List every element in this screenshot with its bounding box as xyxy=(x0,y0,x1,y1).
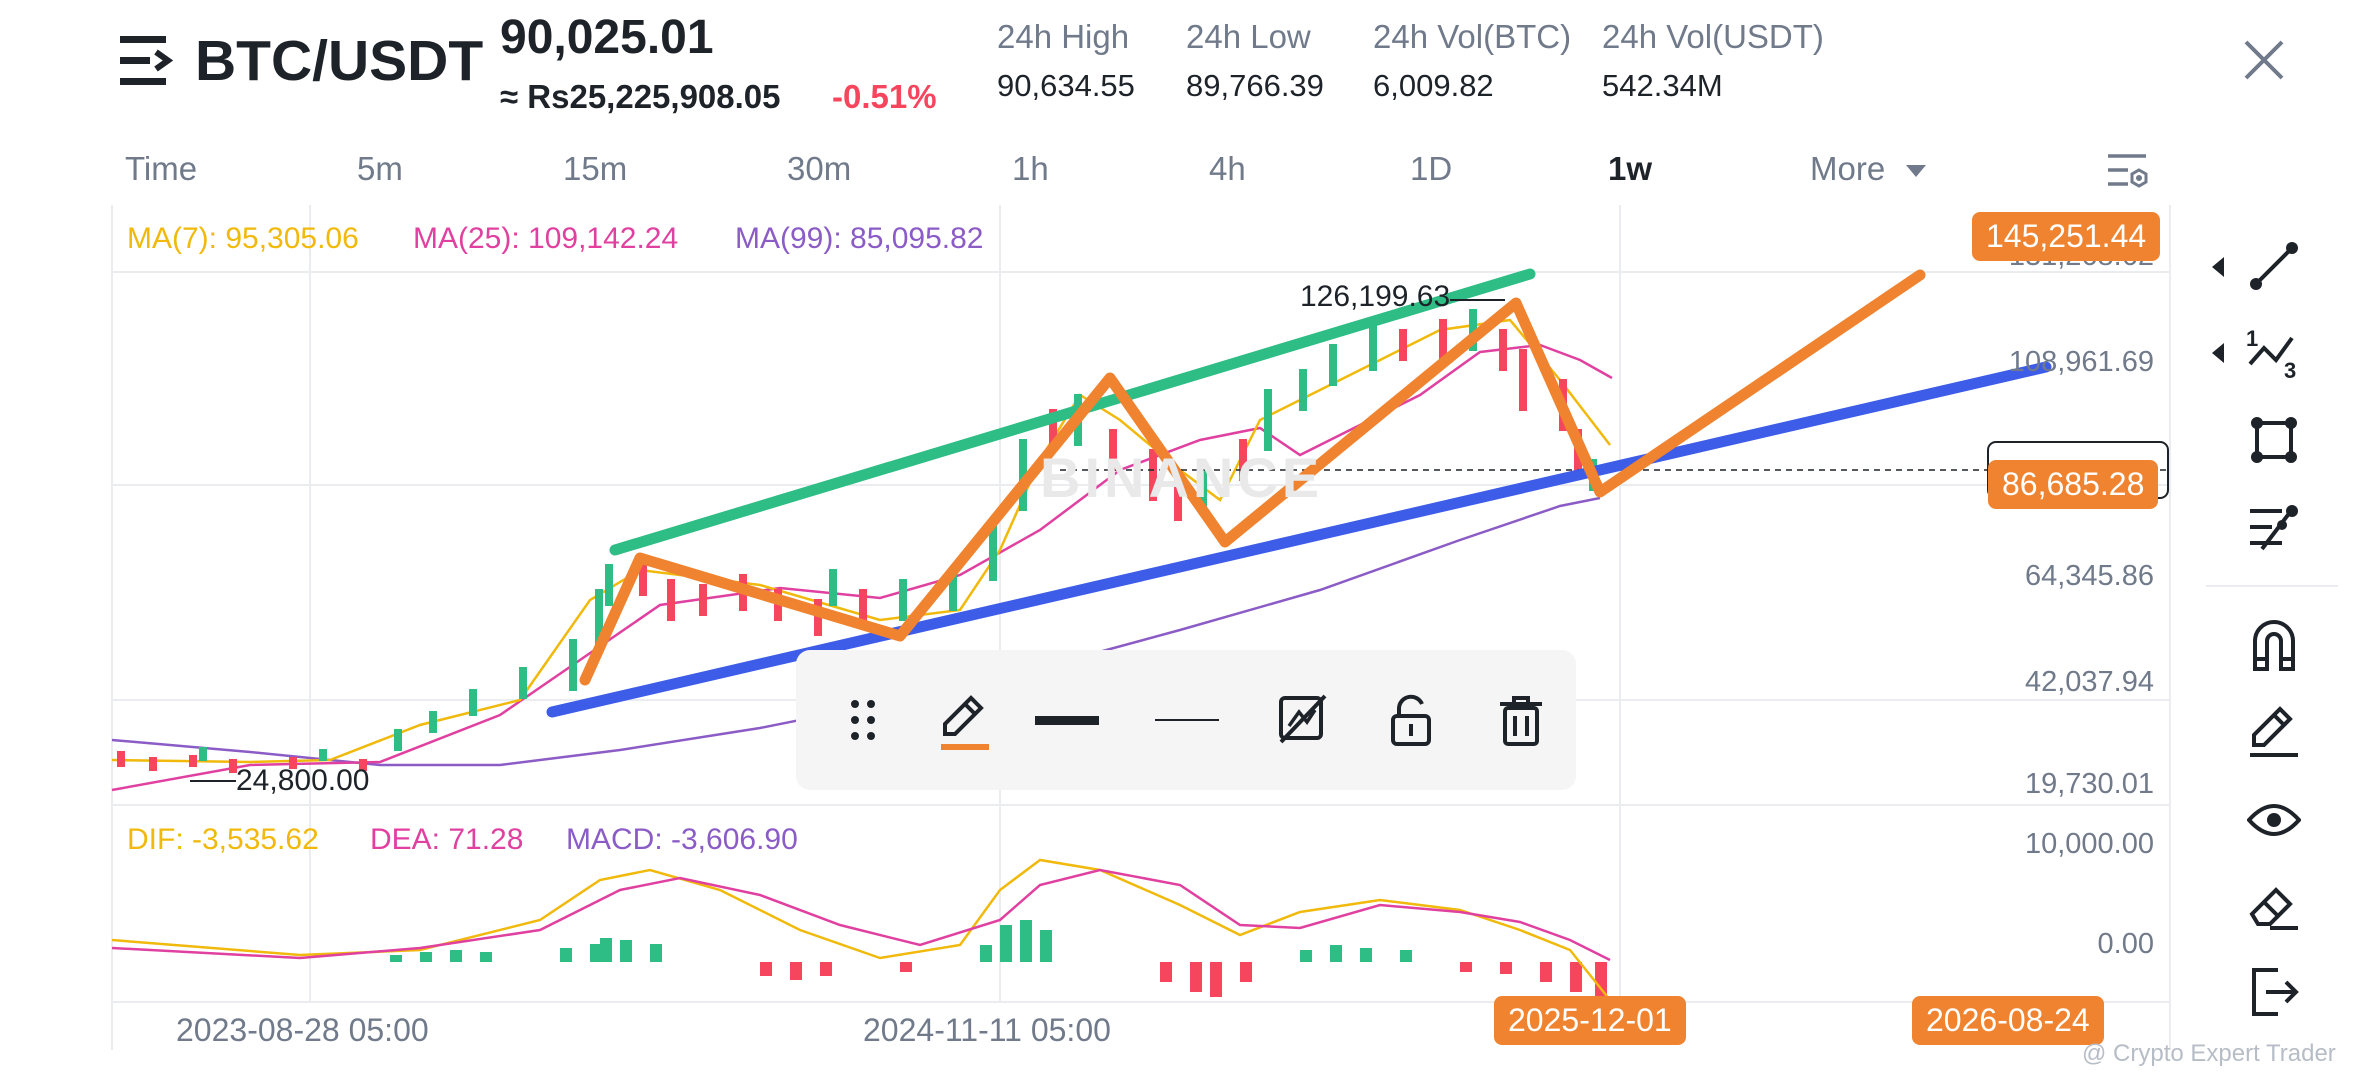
dif-legend: DIF: -3,535.62 xyxy=(127,823,319,856)
low-annotation: 24,800.00 xyxy=(236,764,370,797)
line-style-icon[interactable] xyxy=(1142,650,1232,790)
eye-icon[interactable] xyxy=(2244,790,2304,850)
unlock-icon[interactable] xyxy=(1366,650,1456,790)
macd-legend: MACD: -3,606.90 xyxy=(566,823,798,856)
expand-arrow-icon[interactable] xyxy=(2212,343,2224,363)
stat-value-high: 90,634.55 xyxy=(997,68,1135,103)
fibonacci-tool-icon[interactable] xyxy=(2244,498,2304,558)
magnet-icon[interactable] xyxy=(2244,614,2304,674)
close-icon[interactable] xyxy=(2244,40,2284,80)
tab-5m[interactable]: 5m xyxy=(357,150,403,187)
menu-icon[interactable] xyxy=(120,36,174,86)
tab-1w[interactable]: 1w xyxy=(1608,150,1653,187)
date-tag-cursor: 2025-12-01 xyxy=(1494,996,1686,1045)
trend-line-tool-icon[interactable] xyxy=(2244,236,2304,296)
date-label-2: 2024-11-11 05:00 xyxy=(863,1012,1111,1048)
ma99-legend: MA(99): 85,095.82 xyxy=(735,222,984,255)
fiat-price: ≈ Rs25,225,908.05 xyxy=(500,78,781,115)
macd-dea-line xyxy=(111,868,1611,962)
tab-1h[interactable]: 1h xyxy=(1012,150,1049,187)
date-tag-future: 2026-08-24 xyxy=(1912,996,2104,1045)
trash-icon[interactable] xyxy=(1476,650,1566,790)
price-axis-label-4: 42,037.94 xyxy=(2024,666,2154,698)
chart-settings-icon[interactable] xyxy=(2106,150,2150,194)
price-change: -0.51% xyxy=(832,78,937,115)
stat-label-vol-btc: 24h Vol(BTC) xyxy=(1373,18,1572,55)
tab-1d[interactable]: 1D xyxy=(1410,150,1453,187)
tab-4h[interactable]: 4h xyxy=(1209,150,1246,187)
palette-divider xyxy=(2206,585,2338,587)
zigzag-pattern xyxy=(579,269,1926,686)
drawing-toolbar xyxy=(796,650,1576,790)
stat-label-low: 24h Low xyxy=(1186,18,1311,55)
dea-legend: DEA: 71.28 xyxy=(370,823,524,856)
macd-axis-label-1: 10,000.00 xyxy=(2024,828,2154,860)
price-axis-label-2: 108,961.69 xyxy=(2008,346,2154,378)
eraser-icon[interactable] xyxy=(2244,876,2304,936)
tab-more[interactable]: More xyxy=(1810,150,1886,187)
hide-drawing-icon[interactable] xyxy=(1258,650,1348,790)
svg-text:1: 1 xyxy=(2246,326,2258,351)
stat-label-vol-usdt: 24h Vol(USDT) xyxy=(1602,18,1824,55)
chevron-down-icon[interactable] xyxy=(1906,165,1926,179)
date-label-1: 2023-08-28 05:00 xyxy=(176,1012,429,1048)
macd-histogram xyxy=(390,920,1607,1002)
ma25-line xyxy=(111,343,1613,792)
stat-label-high: 24h High xyxy=(997,18,1130,55)
tab-time[interactable]: Time xyxy=(125,150,198,187)
ma7-legend: MA(7): 95,305.06 xyxy=(127,222,359,255)
wave-pattern-tool-icon[interactable]: 1 3 xyxy=(2244,322,2304,382)
stat-value-low: 89,766.39 xyxy=(1186,68,1324,103)
channel-top-line xyxy=(609,268,1536,556)
svg-text:3: 3 xyxy=(2284,358,2296,380)
drag-handle-icon[interactable] xyxy=(818,650,908,790)
price-tag-top: 145,251.44 xyxy=(1972,212,2161,261)
rectangle-tool-icon[interactable] xyxy=(2244,410,2304,470)
ma25-legend: MA(25): 109,142.24 xyxy=(413,222,679,255)
exit-drawing-icon[interactable] xyxy=(2244,962,2304,1022)
expand-arrow-icon[interactable] xyxy=(2212,257,2224,277)
tab-15m[interactable]: 15m xyxy=(563,150,628,187)
macd-axis-label-2: 0.00 xyxy=(2097,928,2154,960)
credit-watermark: @ Crypto Expert Trader xyxy=(2082,1040,2336,1067)
price-axis-label-3: 64,345.86 xyxy=(2024,560,2154,592)
pencil-icon[interactable] xyxy=(2244,702,2304,762)
last-price: 90,025.01 xyxy=(500,11,714,64)
tab-30m[interactable]: 30m xyxy=(787,150,852,187)
pencil-color-icon[interactable] xyxy=(920,650,1010,790)
pair-title[interactable]: BTC/USDT xyxy=(195,29,484,93)
high-annotation: 126,199.63 xyxy=(1300,280,1451,313)
line-thickness-icon[interactable] xyxy=(1022,650,1112,790)
stat-value-vol-usdt: 542.34M xyxy=(1602,68,1723,103)
price-tag-current: 86,685.28 xyxy=(1988,460,2159,509)
macd-dif-line xyxy=(111,858,1611,1001)
binance-watermark: BINANCE xyxy=(1040,446,1324,509)
chart-frame xyxy=(111,205,2171,1050)
price-axis-label-5: 19,730.01 xyxy=(2024,768,2154,800)
stat-value-vol-btc: 6,009.82 xyxy=(1373,68,1494,103)
